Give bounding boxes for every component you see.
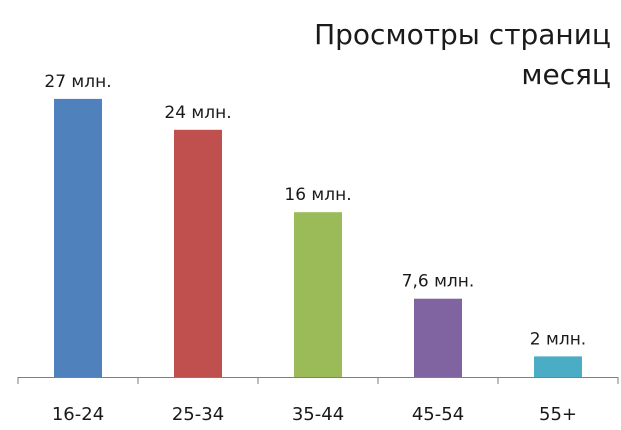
chart-title: Просмотры страниц месяц <box>314 18 611 91</box>
bars-group <box>54 98 582 378</box>
x-tick-label-55+: 55+ <box>539 404 577 425</box>
bar-25-34 <box>174 129 222 377</box>
x-tick-label-25-34: 25-34 <box>172 404 224 425</box>
x-tick-label-35-44: 35-44 <box>292 404 344 425</box>
data-label-25-34: 24 млн. <box>164 103 231 123</box>
data-label-45-54: 7,6 млн. <box>402 272 475 292</box>
chart-title-line-1: Просмотры страниц <box>314 18 611 51</box>
x-tick-labels-group: 16-24 25-34 35-44 45-54 55+ <box>52 404 577 425</box>
data-label-16-24: 27 млн. <box>44 72 111 92</box>
bar-45-54 <box>414 298 462 377</box>
x-axis <box>17 377 619 384</box>
bar-16-24 <box>54 98 102 378</box>
data-label-55+: 2 млн. <box>530 329 586 349</box>
x-tick-label-45-54: 45-54 <box>412 404 464 425</box>
data-label-35-44: 16 млн. <box>284 185 351 205</box>
bar-55+ <box>534 356 582 377</box>
bar-35-44 <box>294 212 342 377</box>
chart-title-line-2: месяц <box>521 58 611 91</box>
data-labels-group: 27 млн. 24 млн. 16 млн. 7,6 млн. 2 млн. <box>44 72 586 349</box>
x-tick-label-16-24: 16-24 <box>52 404 104 425</box>
